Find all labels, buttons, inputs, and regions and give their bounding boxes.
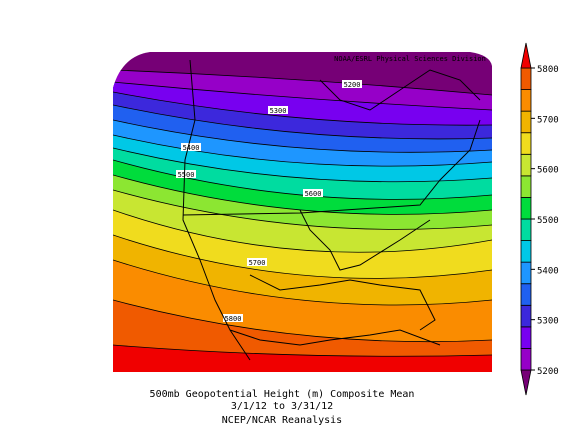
- label-bg: [303, 189, 323, 197]
- caption-line: 3/1/12 to 3/31/12: [231, 401, 333, 412]
- map: 5200 5300 5400 5500 5600 5700 5800: [113, 52, 492, 372]
- colorbar-band: [520, 326, 532, 349]
- colorbar-band: [520, 283, 532, 306]
- contour-label: 5700: [249, 259, 266, 267]
- colorbar-label: 5500: [537, 216, 559, 226]
- colorbar-band: [520, 304, 532, 328]
- label-bg: [342, 80, 362, 88]
- colorbar-band: [520, 218, 532, 241]
- colorbar-band: [520, 67, 532, 90]
- colorbar-band: [520, 132, 532, 155]
- label-bg: [176, 170, 196, 178]
- coastlines: [182, 59, 481, 361]
- colorbar-band: [520, 197, 532, 220]
- colorbar-band: [520, 240, 532, 263]
- contour-label: 5400: [183, 144, 200, 152]
- colorbar-label: 5400: [537, 266, 559, 276]
- contour-label: 5600: [305, 190, 322, 198]
- contour-label: 5800: [225, 315, 242, 323]
- colorbar-arrow: [520, 42, 532, 69]
- contour-label: 5200: [344, 81, 361, 89]
- colorbar-label: 5600: [537, 166, 559, 176]
- colorbar-band: [520, 348, 532, 371]
- colorbar-label: 5800: [537, 65, 559, 75]
- caption-line: NCEP/NCAR Reanalysis: [222, 415, 342, 426]
- label-bg: [268, 106, 288, 114]
- colorbar-band: [520, 89, 532, 112]
- label-bg: [223, 314, 243, 322]
- colorbar-arrow: [520, 369, 532, 396]
- colorbar-label: 5700: [537, 115, 559, 125]
- colorbar-label: 5200: [537, 367, 559, 377]
- contour-label: 5300: [270, 107, 287, 115]
- colorbar: 5800 5700 5600 5500 5400 5300 5200: [520, 42, 559, 396]
- height-band: [113, 344, 492, 372]
- caption-line: 500mb Geopotential Height (m) Composite …: [150, 389, 415, 400]
- colorbar-band: [520, 175, 532, 198]
- colorbar-band: [520, 153, 532, 177]
- colorbar-label: 5300: [537, 317, 559, 327]
- label-bg: [247, 258, 267, 266]
- colorbar-band: [520, 110, 532, 134]
- label-bg: [181, 143, 201, 151]
- header-title: NOAA/ESRL Physical Sciences Division: [334, 55, 486, 63]
- contour-label: 5500: [178, 171, 195, 179]
- colorbar-band: [520, 261, 532, 285]
